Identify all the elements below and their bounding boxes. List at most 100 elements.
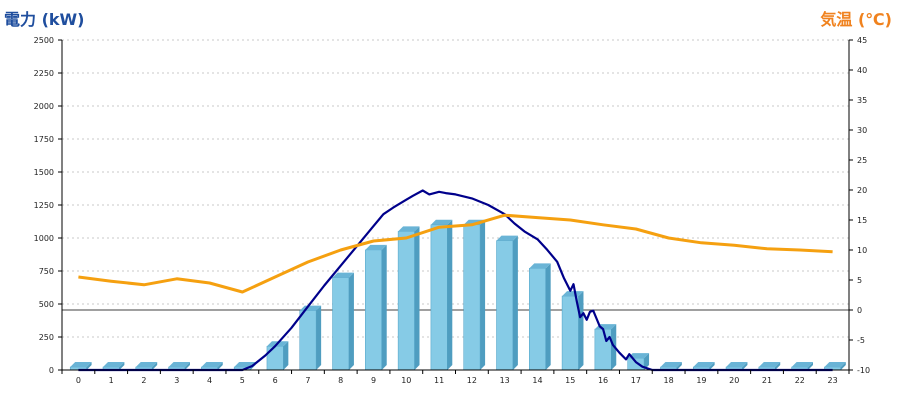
power-line	[78, 189, 833, 372]
x-tick-label: 19	[696, 376, 706, 385]
bar	[627, 357, 645, 371]
bar-top	[365, 244, 387, 250]
bar-top	[791, 362, 814, 367]
x-tick-label: 6	[273, 376, 278, 385]
y-left-tick-label: 2250	[34, 69, 54, 78]
bar-side	[480, 219, 486, 370]
bar-side	[414, 226, 420, 370]
x-tick-label: 12	[467, 376, 477, 385]
bar-side	[348, 272, 354, 370]
bar-top	[70, 362, 92, 367]
y-left-tick-label: 1500	[34, 168, 54, 177]
y-right-tick-label: 20	[857, 186, 867, 195]
y-axis-right-label: 気温 (℃)	[820, 10, 892, 29]
bar-top	[693, 362, 715, 367]
bar-top	[102, 362, 125, 367]
bar	[463, 224, 481, 371]
bar-top	[398, 226, 420, 232]
bar-side	[86, 362, 92, 370]
bar-side	[644, 353, 650, 370]
x-tick-label: 17	[631, 376, 641, 385]
bar-side	[808, 362, 814, 370]
bar-top	[201, 362, 223, 367]
x-tick-label: 14	[532, 376, 542, 385]
bar-top	[627, 353, 650, 359]
bar-side	[512, 235, 518, 370]
bar	[430, 224, 448, 371]
x-tick-label: 16	[598, 376, 608, 385]
bar	[529, 268, 546, 371]
bar-side	[184, 362, 190, 370]
y-right-tick-label: 5	[857, 276, 862, 285]
y-left-tick-label: 1750	[34, 135, 54, 144]
x-tick-label: 4	[207, 376, 212, 385]
x-tick-label: 21	[762, 376, 772, 385]
bar-side	[152, 362, 158, 370]
y-left-tick-label: 1250	[34, 201, 54, 210]
bar-side	[840, 362, 846, 370]
y-right-tick-label: 25	[857, 156, 867, 165]
bar-top	[529, 263, 551, 269]
bar-top	[135, 362, 158, 367]
x-tick-label: 8	[338, 376, 343, 385]
bar-side	[578, 291, 584, 370]
x-tick-label: 2	[141, 376, 146, 385]
y-right-tick-label: 30	[857, 126, 867, 135]
y-right-tick-label: 35	[857, 96, 867, 105]
bar-side	[676, 362, 682, 370]
y-left-tick-label: 2500	[34, 36, 54, 45]
x-tick-label: 20	[729, 376, 739, 385]
x-tick-label: 0	[76, 376, 81, 385]
y-right-tick-label: 45	[857, 36, 867, 45]
y-right-tick-label: 40	[857, 66, 867, 75]
y-left-tick-label: 250	[39, 333, 54, 342]
bar	[266, 345, 284, 371]
bar-top	[332, 272, 354, 278]
bar	[561, 295, 579, 371]
bar-side	[119, 362, 125, 370]
x-tick-label: 11	[434, 376, 444, 385]
x-tick-label: 22	[795, 376, 805, 385]
bar-side	[283, 341, 289, 370]
x-tick-label: 1	[109, 376, 114, 385]
bar	[365, 249, 382, 371]
bar-side	[381, 244, 387, 370]
bar-side	[775, 362, 781, 370]
x-tick-label: 10	[401, 376, 411, 385]
x-tick-label: 3	[174, 376, 179, 385]
y-right-tick-label: 15	[857, 216, 867, 225]
bar	[332, 277, 350, 371]
bar-top	[168, 362, 190, 367]
y-right-tick-label: -5	[857, 336, 865, 345]
bar-side	[316, 305, 322, 370]
bar-side	[217, 362, 223, 370]
x-tick-label: 18	[664, 376, 674, 385]
series-lines	[78, 189, 833, 372]
axes: 0 250 500 750 1000 1250 1500 1750 2000 2250 2500 -1…	[34, 36, 870, 385]
bar-top	[562, 291, 584, 297]
bar-top	[824, 362, 846, 367]
bar-top	[496, 235, 518, 241]
bar	[397, 231, 415, 371]
y-right-tick-label: 10	[857, 246, 867, 255]
bar	[496, 240, 514, 371]
bar-side	[447, 219, 453, 370]
temperature-line	[78, 213, 833, 294]
bar	[299, 310, 317, 371]
bar-top	[660, 362, 682, 367]
bar-side	[709, 362, 715, 370]
bar-top	[430, 219, 453, 225]
y-left-tick-label: 750	[39, 267, 54, 276]
x-tick-label: 7	[305, 376, 310, 385]
y-right-tick-label: -10	[857, 366, 870, 375]
x-tick-label: 13	[500, 376, 510, 385]
power-bars	[69, 219, 846, 371]
bar-top	[758, 362, 781, 367]
y-left-tick-label: 1000	[34, 234, 54, 243]
y-axis-left-label: 電力 (kW)	[4, 10, 85, 29]
bar	[594, 328, 612, 371]
x-tick-label: 9	[371, 376, 376, 385]
y-left-tick-label: 2000	[34, 102, 54, 111]
y-left-tick-label: 500	[39, 300, 54, 309]
